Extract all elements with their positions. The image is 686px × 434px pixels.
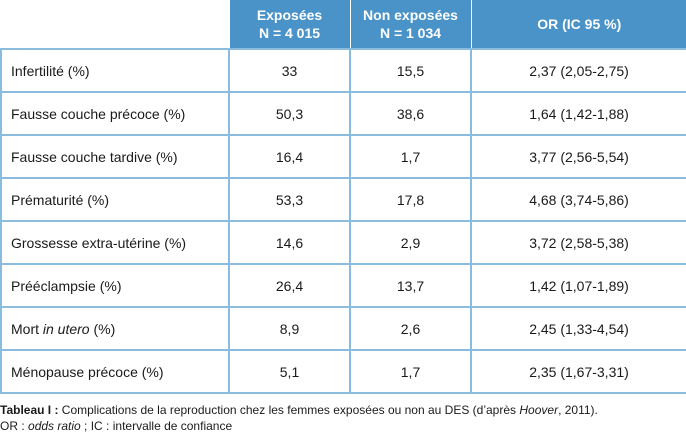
complications-table-container: Exposées N = 4 015 Non exposées N = 1 03… (0, 0, 686, 394)
table-caption: Tableau I : Complications de la reproduc… (0, 402, 686, 434)
row-label-suffix: (%) (90, 321, 116, 337)
row-label-italic: in utero (43, 321, 90, 337)
caption-year: , 2011). (558, 403, 598, 417)
caption-ic-def: ; IC : intervalle de confiance (81, 419, 232, 433)
cell-odds-ratio: 3,77 (2,56-5,54) (471, 135, 686, 178)
header-odds-ratio-title: OR (IC 95 %) (472, 15, 686, 33)
row-label: Mort in utero (%) (1, 307, 229, 350)
row-label: Fausse couche tardive (%) (1, 135, 229, 178)
cell-not-exposed: 2,9 (350, 221, 471, 264)
caption-or-prefix: OR : (0, 419, 28, 433)
header-not-exposed-count: N = 1 034 (351, 24, 471, 42)
cell-odds-ratio: 2,35 (1,67-3,31) (471, 350, 686, 393)
row-label: Prématurité (%) (1, 178, 229, 221)
cell-odds-ratio: 3,72 (2,58-5,38) (471, 221, 686, 264)
table-row: Grossesse extra-utérine (%) 14,6 2,9 3,7… (1, 221, 686, 264)
cell-odds-ratio: 4,68 (3,74-5,86) (471, 178, 686, 221)
cell-exposed: 53,3 (229, 178, 350, 221)
cell-not-exposed: 38,6 (350, 92, 471, 135)
row-label: Ménopause précoce (%) (1, 350, 229, 393)
table-header-row: Exposées N = 4 015 Non exposées N = 1 03… (1, 0, 686, 49)
row-label-prefix: Mort (11, 321, 43, 337)
row-label: Prééclampsie (%) (1, 264, 229, 307)
table-row: Infertilité (%) 33 15,5 2,37 (2,05-2,75) (1, 49, 686, 92)
row-label: Infertilité (%) (1, 49, 229, 92)
header-odds-ratio: OR (IC 95 %) (471, 0, 686, 49)
cell-not-exposed: 15,5 (350, 49, 471, 92)
table-row: Fausse couche tardive (%) 16,4 1,7 3,77 … (1, 135, 686, 178)
cell-exposed: 14,6 (229, 221, 350, 264)
cell-odds-ratio: 2,45 (1,33-4,54) (471, 307, 686, 350)
cell-exposed: 16,4 (229, 135, 350, 178)
table-row: Fausse couche précoce (%) 50,3 38,6 1,64… (1, 92, 686, 135)
row-label: Fausse couche précoce (%) (1, 92, 229, 135)
table-row: Ménopause précoce (%) 5,1 1,7 2,35 (1,67… (1, 350, 686, 393)
cell-exposed: 26,4 (229, 264, 350, 307)
header-empty-cell (1, 0, 229, 49)
cell-not-exposed: 13,7 (350, 264, 471, 307)
cell-exposed: 50,3 (229, 92, 350, 135)
header-exposed-title: Exposées (230, 6, 350, 24)
complications-table: Exposées N = 4 015 Non exposées N = 1 03… (0, 0, 686, 394)
caption-text: Complications de la reproduction chez le… (58, 403, 519, 417)
cell-exposed: 33 (229, 49, 350, 92)
header-not-exposed: Non exposées N = 1 034 (350, 0, 471, 49)
caption-odds-ratio: odds ratio (28, 419, 81, 433)
caption-line-1: Tableau I : Complications de la reproduc… (0, 402, 686, 418)
header-exposed: Exposées N = 4 015 (229, 0, 350, 49)
header-exposed-count: N = 4 015 (230, 24, 350, 42)
caption-line-2: OR : odds ratio ; IC : intervalle de con… (0, 418, 686, 434)
caption-author: Hoover (519, 403, 558, 417)
row-label: Grossesse extra-utérine (%) (1, 221, 229, 264)
cell-odds-ratio: 1,42 (1,07-1,89) (471, 264, 686, 307)
table-row: Prééclampsie (%) 26,4 13,7 1,42 (1,07-1,… (1, 264, 686, 307)
cell-exposed: 8,9 (229, 307, 350, 350)
cell-not-exposed: 2,6 (350, 307, 471, 350)
cell-not-exposed: 1,7 (350, 135, 471, 178)
cell-odds-ratio: 1,64 (1,42-1,88) (471, 92, 686, 135)
header-not-exposed-title: Non exposées (351, 6, 471, 24)
table-row: Prématurité (%) 53,3 17,8 4,68 (3,74-5,8… (1, 178, 686, 221)
caption-label: Tableau I : (0, 403, 58, 417)
cell-not-exposed: 1,7 (350, 350, 471, 393)
cell-exposed: 5,1 (229, 350, 350, 393)
cell-odds-ratio: 2,37 (2,05-2,75) (471, 49, 686, 92)
cell-not-exposed: 17,8 (350, 178, 471, 221)
table-row: Mort in utero (%) 8,9 2,6 2,45 (1,33-4,5… (1, 307, 686, 350)
